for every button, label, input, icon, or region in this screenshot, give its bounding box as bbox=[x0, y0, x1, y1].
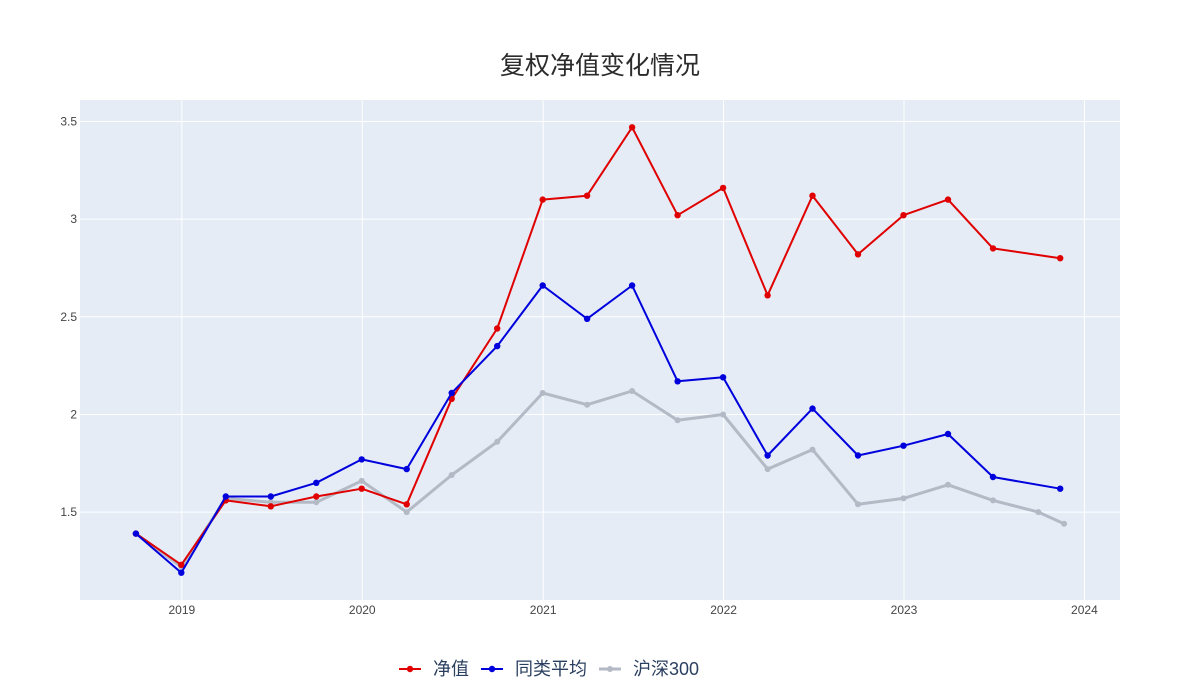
net-value-point bbox=[358, 485, 365, 492]
net-value-point bbox=[809, 192, 816, 199]
net-value-point bbox=[313, 493, 320, 500]
csi300-point bbox=[358, 477, 365, 484]
peer-average-point bbox=[809, 405, 816, 412]
csi300-point bbox=[539, 390, 546, 396]
legend: 净值 同类平均 沪深300 bbox=[399, 659, 699, 679]
plot-area bbox=[80, 100, 1120, 600]
peer-average-point bbox=[900, 442, 907, 449]
csi300-point bbox=[403, 509, 410, 516]
peer-average-point bbox=[583, 315, 591, 322]
x-tick-label: 2021 bbox=[530, 603, 557, 617]
net-value-point bbox=[539, 196, 546, 203]
x-tick-label: 2019 bbox=[168, 603, 195, 617]
net-value-point bbox=[178, 561, 185, 568]
x-tick-label: 2024 bbox=[1071, 603, 1098, 617]
net-value-point bbox=[989, 245, 997, 252]
csi300-point bbox=[900, 495, 907, 502]
csi300-point bbox=[1061, 520, 1068, 527]
legend-item-csi300[interactable]: 沪深300 bbox=[599, 659, 699, 679]
x-tick-label: 2023 bbox=[891, 603, 918, 617]
peer-average-point bbox=[358, 456, 365, 463]
csi300-point bbox=[1035, 509, 1042, 516]
csi300-point bbox=[448, 472, 455, 478]
net-value-series bbox=[132, 124, 1064, 568]
csi300-point bbox=[313, 499, 320, 506]
csi300-point bbox=[720, 411, 727, 418]
net-value-point bbox=[628, 124, 636, 131]
peer-average-point bbox=[132, 530, 140, 537]
csi300-point bbox=[945, 481, 951, 488]
csi300-point bbox=[764, 466, 771, 473]
legend-marker-swatch bbox=[607, 666, 613, 672]
y-axis: 1.5 2 2.5 3 3.5 bbox=[60, 114, 77, 519]
peer-average-point bbox=[989, 473, 997, 481]
peer-average-point bbox=[448, 389, 455, 397]
csi300-point bbox=[584, 401, 591, 408]
peer-average-point bbox=[674, 378, 681, 385]
peer-average-point bbox=[764, 452, 771, 459]
y-tick-label: 3 bbox=[70, 212, 77, 226]
legend-marker-swatch bbox=[406, 665, 414, 673]
peer-average-point bbox=[222, 493, 229, 500]
x-axis: 2019 2020 2021 2022 2023 2024 bbox=[168, 603, 1098, 617]
series-layer bbox=[132, 124, 1068, 576]
net-value-point bbox=[900, 212, 907, 219]
net-value-point bbox=[583, 192, 591, 199]
peer-average-point bbox=[1057, 485, 1064, 492]
legend-item-peer-average[interactable]: 同类平均 bbox=[481, 659, 587, 679]
legend-label: 净值 bbox=[433, 659, 469, 679]
net-value-point bbox=[944, 196, 952, 203]
y-tick-label: 2 bbox=[70, 407, 77, 421]
net-value-point bbox=[764, 292, 771, 299]
y-tick-label: 1.5 bbox=[60, 505, 77, 519]
peer-average-point bbox=[854, 452, 862, 459]
net-value-point bbox=[1057, 255, 1064, 262]
legend-item-net-value[interactable]: 净值 bbox=[399, 659, 469, 679]
csi300-point bbox=[855, 501, 861, 508]
y-tick-label: 3.5 bbox=[60, 114, 77, 128]
net-value-point bbox=[854, 251, 862, 258]
peer-average-point bbox=[719, 374, 727, 381]
legend-marker-swatch bbox=[488, 665, 496, 673]
peer-average-point bbox=[267, 493, 274, 500]
legend-label: 同类平均 bbox=[515, 659, 587, 679]
csi300-point bbox=[809, 446, 816, 453]
legend-label: 沪深300 bbox=[633, 659, 699, 679]
peer-average-point bbox=[178, 569, 185, 576]
peer-average-point bbox=[403, 465, 410, 473]
peer-average-point bbox=[539, 282, 546, 289]
net-value-point bbox=[674, 212, 681, 219]
x-tick-label: 2022 bbox=[710, 603, 737, 617]
net-value-point bbox=[267, 503, 274, 510]
net-value-point bbox=[403, 501, 410, 508]
x-tick-label: 2020 bbox=[349, 603, 376, 617]
csi300-point bbox=[674, 417, 681, 424]
gridlines bbox=[80, 100, 1120, 600]
peer-average-point bbox=[628, 282, 636, 289]
csi300-point bbox=[990, 497, 996, 504]
csi300-point bbox=[629, 388, 636, 394]
y-tick-label: 2.5 bbox=[60, 310, 77, 324]
peer-average-series bbox=[132, 282, 1064, 576]
net-value-point bbox=[494, 325, 501, 332]
peer-average-point bbox=[944, 430, 952, 438]
peer-average-point bbox=[494, 342, 501, 350]
peer-average-point bbox=[313, 479, 320, 486]
net-value-point bbox=[719, 184, 727, 192]
chart-title: 复权净值变化情况 bbox=[500, 52, 700, 80]
csi300-point bbox=[494, 438, 501, 445]
